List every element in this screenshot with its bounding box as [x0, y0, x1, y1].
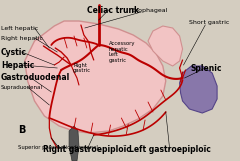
Text: Accessory
hepatic
Left
gastric: Accessory hepatic Left gastric	[108, 41, 135, 63]
Polygon shape	[180, 66, 217, 113]
Text: Splenic: Splenic	[191, 63, 222, 72]
Text: Right
gastric: Right gastric	[73, 63, 91, 73]
Text: Short gastric: Short gastric	[189, 19, 230, 24]
Polygon shape	[69, 126, 79, 161]
Text: Esophageal: Esophageal	[131, 8, 168, 13]
Polygon shape	[148, 26, 183, 66]
Polygon shape	[25, 21, 166, 133]
Text: Right gastroepiploïc: Right gastroepiploïc	[43, 146, 131, 155]
Text: Celiac trunk: Celiac trunk	[87, 5, 139, 14]
Text: Cystic: Cystic	[1, 47, 27, 57]
Text: B: B	[18, 125, 25, 135]
Text: Left hepatic: Left hepatic	[1, 25, 38, 30]
Text: Right hepatic: Right hepatic	[1, 35, 43, 41]
Text: Gastroduodenal: Gastroduodenal	[1, 72, 70, 81]
Text: Hepatic: Hepatic	[1, 61, 34, 70]
Text: Left gastroepiploïc: Left gastroepiploïc	[129, 146, 211, 155]
Text: Superior pancreaticoduodenal: Superior pancreaticoduodenal	[18, 146, 98, 151]
Text: Supraduodenal: Supraduodenal	[1, 85, 43, 90]
